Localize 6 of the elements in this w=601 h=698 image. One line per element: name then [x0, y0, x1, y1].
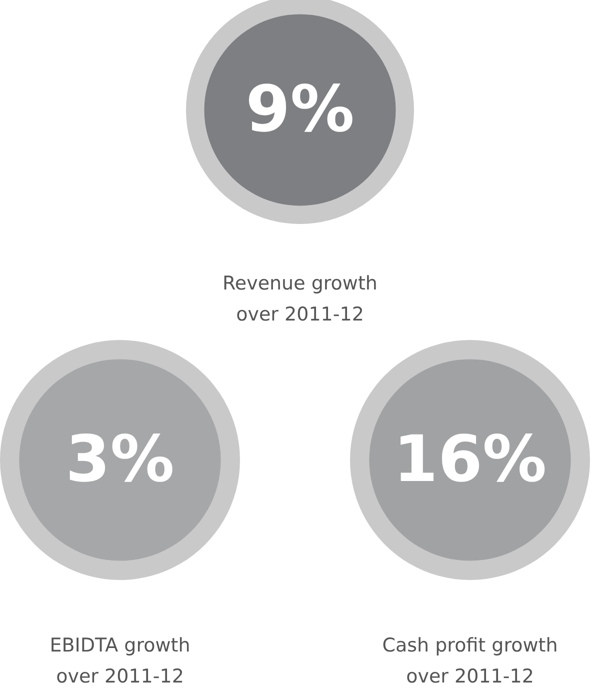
category-label: EBIDTA growth over 2011-12	[50, 634, 190, 688]
data-label: 9%	[246, 73, 354, 147]
data-label: 16%	[393, 423, 547, 497]
category-label: Cash profit growth over 2011-12	[382, 634, 558, 688]
category-label: Revenue growth over 2011-12	[222, 272, 378, 326]
data-label: 3%	[66, 423, 174, 497]
